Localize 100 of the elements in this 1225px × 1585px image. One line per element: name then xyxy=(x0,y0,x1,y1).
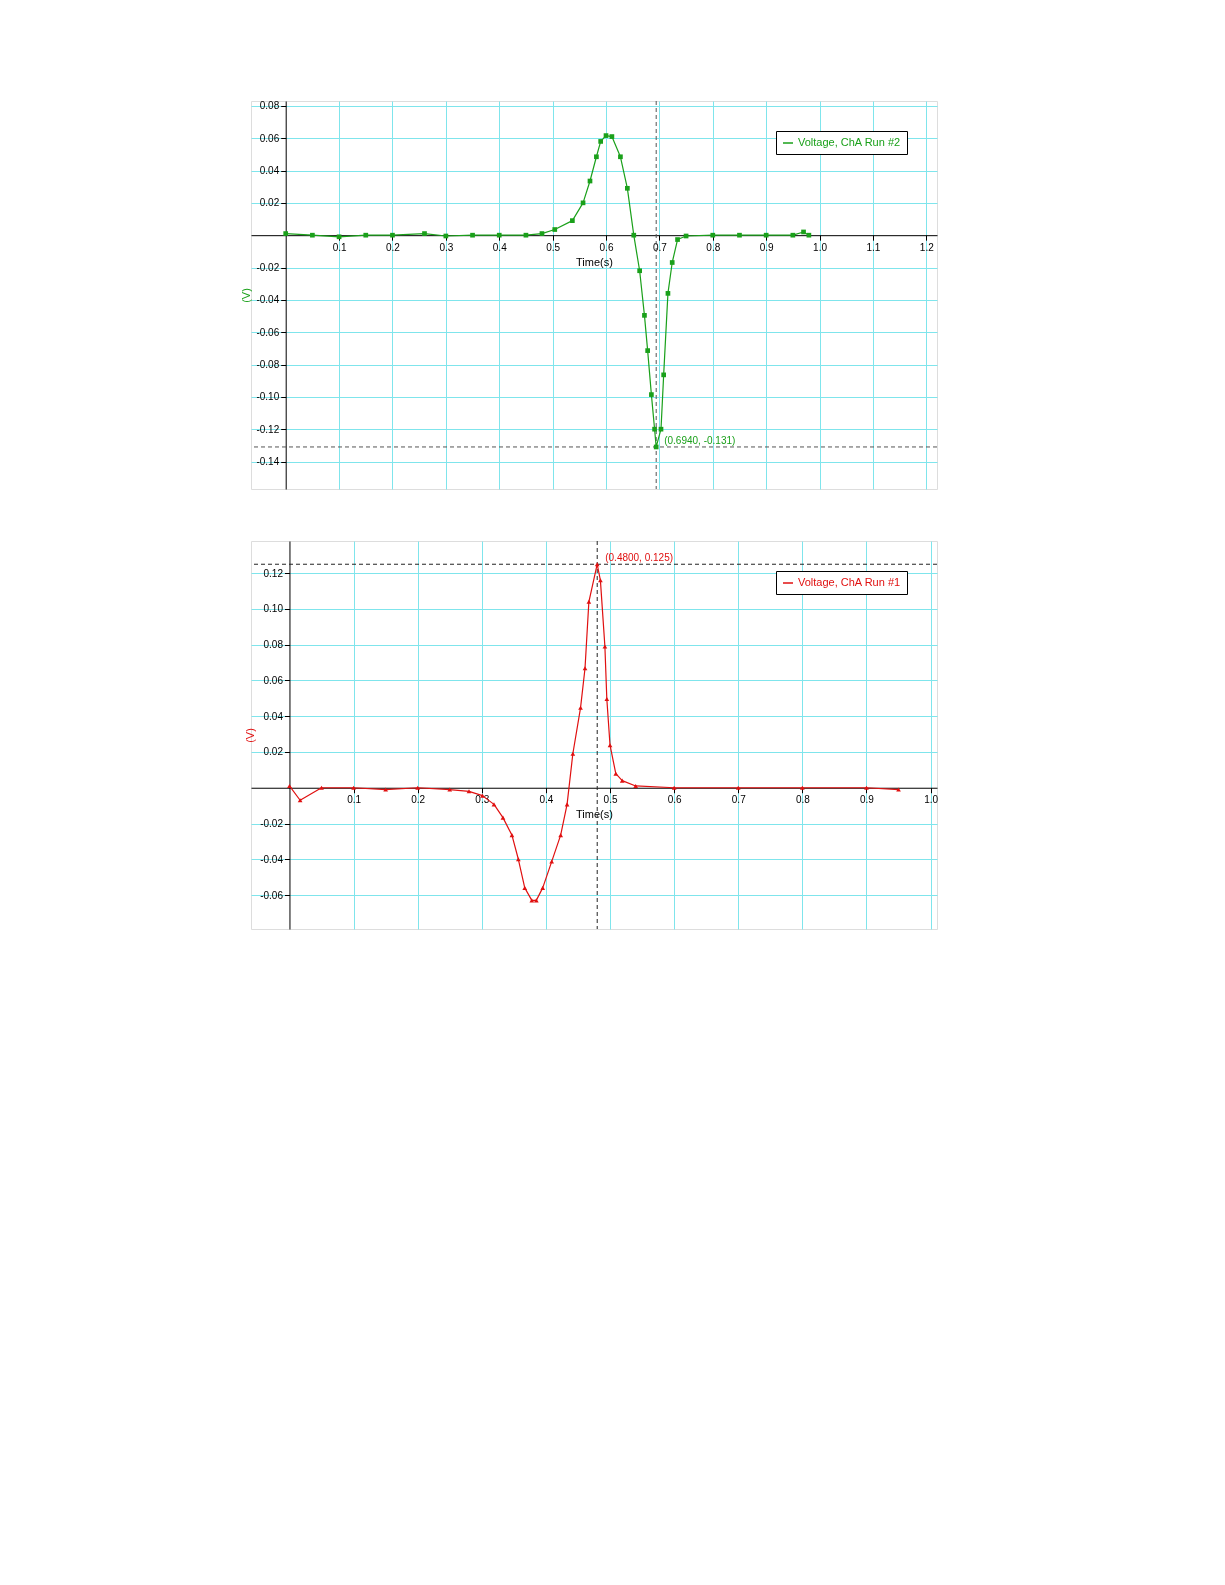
point xyxy=(737,232,742,238)
x-tick-label: 0.1 xyxy=(332,241,347,253)
point xyxy=(790,232,796,238)
y-tick-label: -0.02 xyxy=(256,262,280,274)
x-tick-label: 0.5 xyxy=(603,794,618,806)
y-tick-label: 0.06 xyxy=(259,132,280,144)
y-tick-label: 0.02 xyxy=(263,746,284,758)
x-tick-label: 0.3 xyxy=(475,794,490,806)
point xyxy=(710,232,716,238)
point xyxy=(422,231,427,236)
y-tick-label: 0.12 xyxy=(263,567,284,579)
point xyxy=(801,229,806,235)
legend-label: Voltage, ChA Run #2 xyxy=(798,136,901,148)
point xyxy=(864,785,869,790)
point xyxy=(625,185,630,191)
point xyxy=(390,232,395,238)
y-tick-label: 0.04 xyxy=(259,165,280,177)
y-tick-label: 0.08 xyxy=(259,100,280,112)
y-tick-label: 0.04 xyxy=(263,710,284,722)
point xyxy=(310,232,315,238)
legend-label: Voltage, ChA Run #1 xyxy=(798,576,901,588)
x-axis-title: Time(s) xyxy=(576,255,613,268)
point xyxy=(570,218,575,223)
point xyxy=(549,859,555,864)
y-tick-label: -0.02 xyxy=(260,818,284,830)
point xyxy=(383,787,388,792)
point xyxy=(578,705,583,710)
x-tick-label: 1.2 xyxy=(919,241,935,253)
point xyxy=(604,697,610,702)
point xyxy=(763,232,769,238)
point xyxy=(661,372,667,378)
x-tick-label: 0.8 xyxy=(706,241,721,253)
point xyxy=(645,348,650,353)
point xyxy=(470,232,475,238)
x-tick-label: 0.6 xyxy=(667,794,683,806)
x-tick-label: 1.0 xyxy=(813,241,828,253)
point xyxy=(558,833,564,838)
point xyxy=(523,232,529,238)
y-tick-label: -0.08 xyxy=(256,359,280,371)
point xyxy=(351,785,356,790)
point xyxy=(522,885,528,890)
point xyxy=(539,231,545,236)
point xyxy=(602,644,608,649)
x-tick-label: 0.9 xyxy=(759,241,775,253)
point xyxy=(570,751,576,756)
y-tick-label: -0.10 xyxy=(256,391,280,403)
x-tick-label: 0.2 xyxy=(411,794,426,806)
point xyxy=(631,232,637,238)
y-tick-label: 0.08 xyxy=(263,639,284,651)
x-tick-label: 0.7 xyxy=(731,794,747,806)
x-tick-label: 1.0 xyxy=(924,794,939,806)
y-tick-label: -0.12 xyxy=(256,423,280,435)
annotation: (0.6940, -0.131) xyxy=(664,434,736,446)
x-tick-label: 0.9 xyxy=(860,794,875,806)
x-axis-title: Time(s) xyxy=(576,808,613,821)
point xyxy=(287,783,292,788)
point xyxy=(283,231,289,236)
point xyxy=(415,785,421,790)
x-tick-label: 0.8 xyxy=(795,794,811,806)
y-tick-label: -0.06 xyxy=(256,326,280,338)
point xyxy=(619,778,625,783)
point xyxy=(669,260,675,265)
point xyxy=(800,785,805,790)
point xyxy=(652,426,657,432)
point xyxy=(609,134,615,139)
point xyxy=(613,771,619,776)
x-tick-label: 0.1 xyxy=(347,794,362,806)
point xyxy=(363,232,369,238)
point xyxy=(598,139,604,144)
x-tick-label: 0.6 xyxy=(599,241,614,253)
x-tick-label: 1.1 xyxy=(866,241,881,253)
point xyxy=(618,154,623,160)
point xyxy=(552,227,558,232)
annotation: (0.4800, 0.125) xyxy=(605,552,674,564)
point xyxy=(658,426,664,432)
point xyxy=(642,313,647,318)
point xyxy=(447,787,453,792)
x-tick-label: 0.3 xyxy=(439,241,454,253)
y-tick-label: 0.10 xyxy=(263,603,284,615)
x-tick-label: 0.4 xyxy=(492,241,508,253)
point xyxy=(671,785,677,790)
point xyxy=(806,232,812,238)
y-tick-label: 0.02 xyxy=(259,197,280,209)
x-tick-label: 0.4 xyxy=(539,794,554,806)
point xyxy=(665,291,671,296)
y-axis-title: (V) xyxy=(244,728,257,743)
point xyxy=(735,785,741,790)
y-tick-label: -0.04 xyxy=(256,294,280,306)
point xyxy=(649,392,654,397)
point xyxy=(540,885,546,890)
point xyxy=(496,232,502,238)
point xyxy=(896,787,901,792)
point xyxy=(637,268,642,274)
point xyxy=(319,785,324,790)
x-tick-label: 0.2 xyxy=(386,241,401,253)
y-axis-title: (V) xyxy=(240,288,253,303)
point xyxy=(603,133,609,138)
point xyxy=(653,444,659,450)
point xyxy=(594,154,599,160)
point xyxy=(633,783,639,788)
